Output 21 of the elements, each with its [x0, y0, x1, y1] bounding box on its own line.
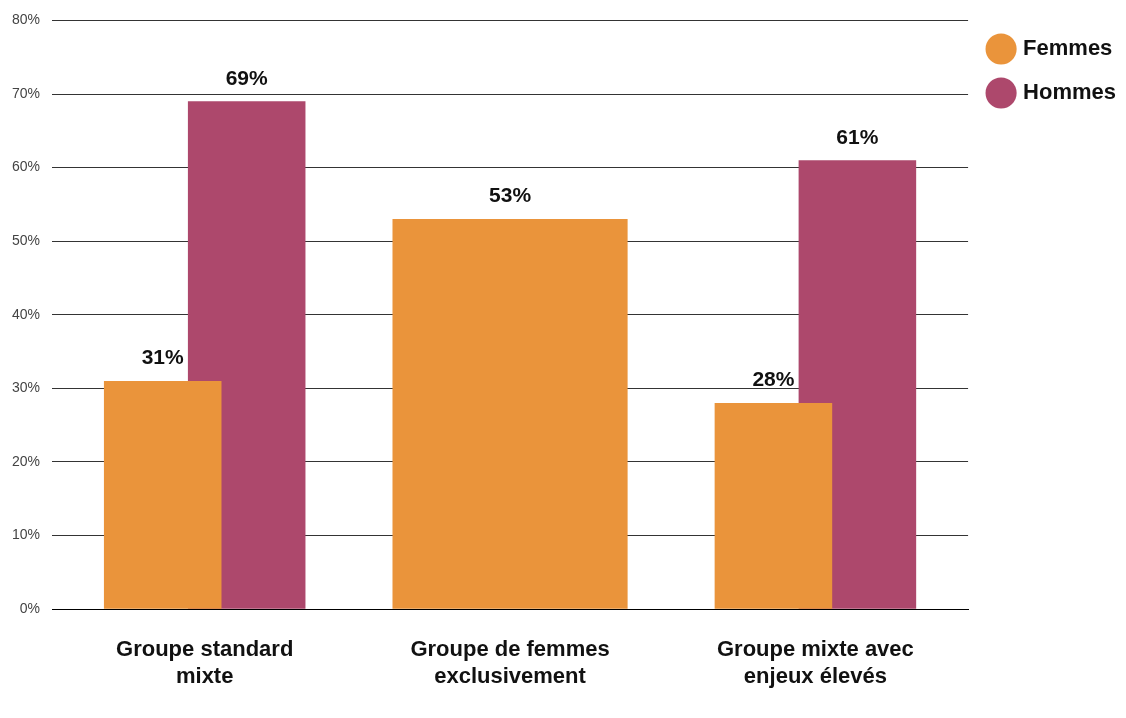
legend-label: Femmes [1023, 35, 1113, 61]
x-tick-label: Groupe standard mixte [116, 636, 294, 688]
legend-label: Hommes [1023, 79, 1116, 105]
data-label: 31% [141, 345, 185, 369]
data-label: 53% [489, 183, 532, 207]
y-tick-label: 50% [11, 232, 41, 249]
y-tick-label: 40% [11, 305, 41, 322]
y-tick-label: 30% [11, 379, 41, 396]
y-tick-label: 10% [11, 526, 41, 543]
data-label: 61% [836, 124, 879, 148]
x-tick-label: Groupe de femmes exclusivement [410, 636, 610, 688]
y-tick-label: 70% [11, 84, 41, 101]
bar [714, 403, 833, 609]
y-tick-label: 20% [11, 452, 41, 469]
data-label: 69% [225, 65, 269, 89]
bar [103, 381, 222, 609]
x-tick-label: Groupe mixte avec enjeux élevés [716, 636, 914, 688]
y-tick-label: 80% [11, 11, 41, 28]
data-label: 28% [752, 367, 795, 391]
y-tick-label: 60% [11, 158, 41, 175]
y-tick-label: 0% [19, 600, 41, 617]
